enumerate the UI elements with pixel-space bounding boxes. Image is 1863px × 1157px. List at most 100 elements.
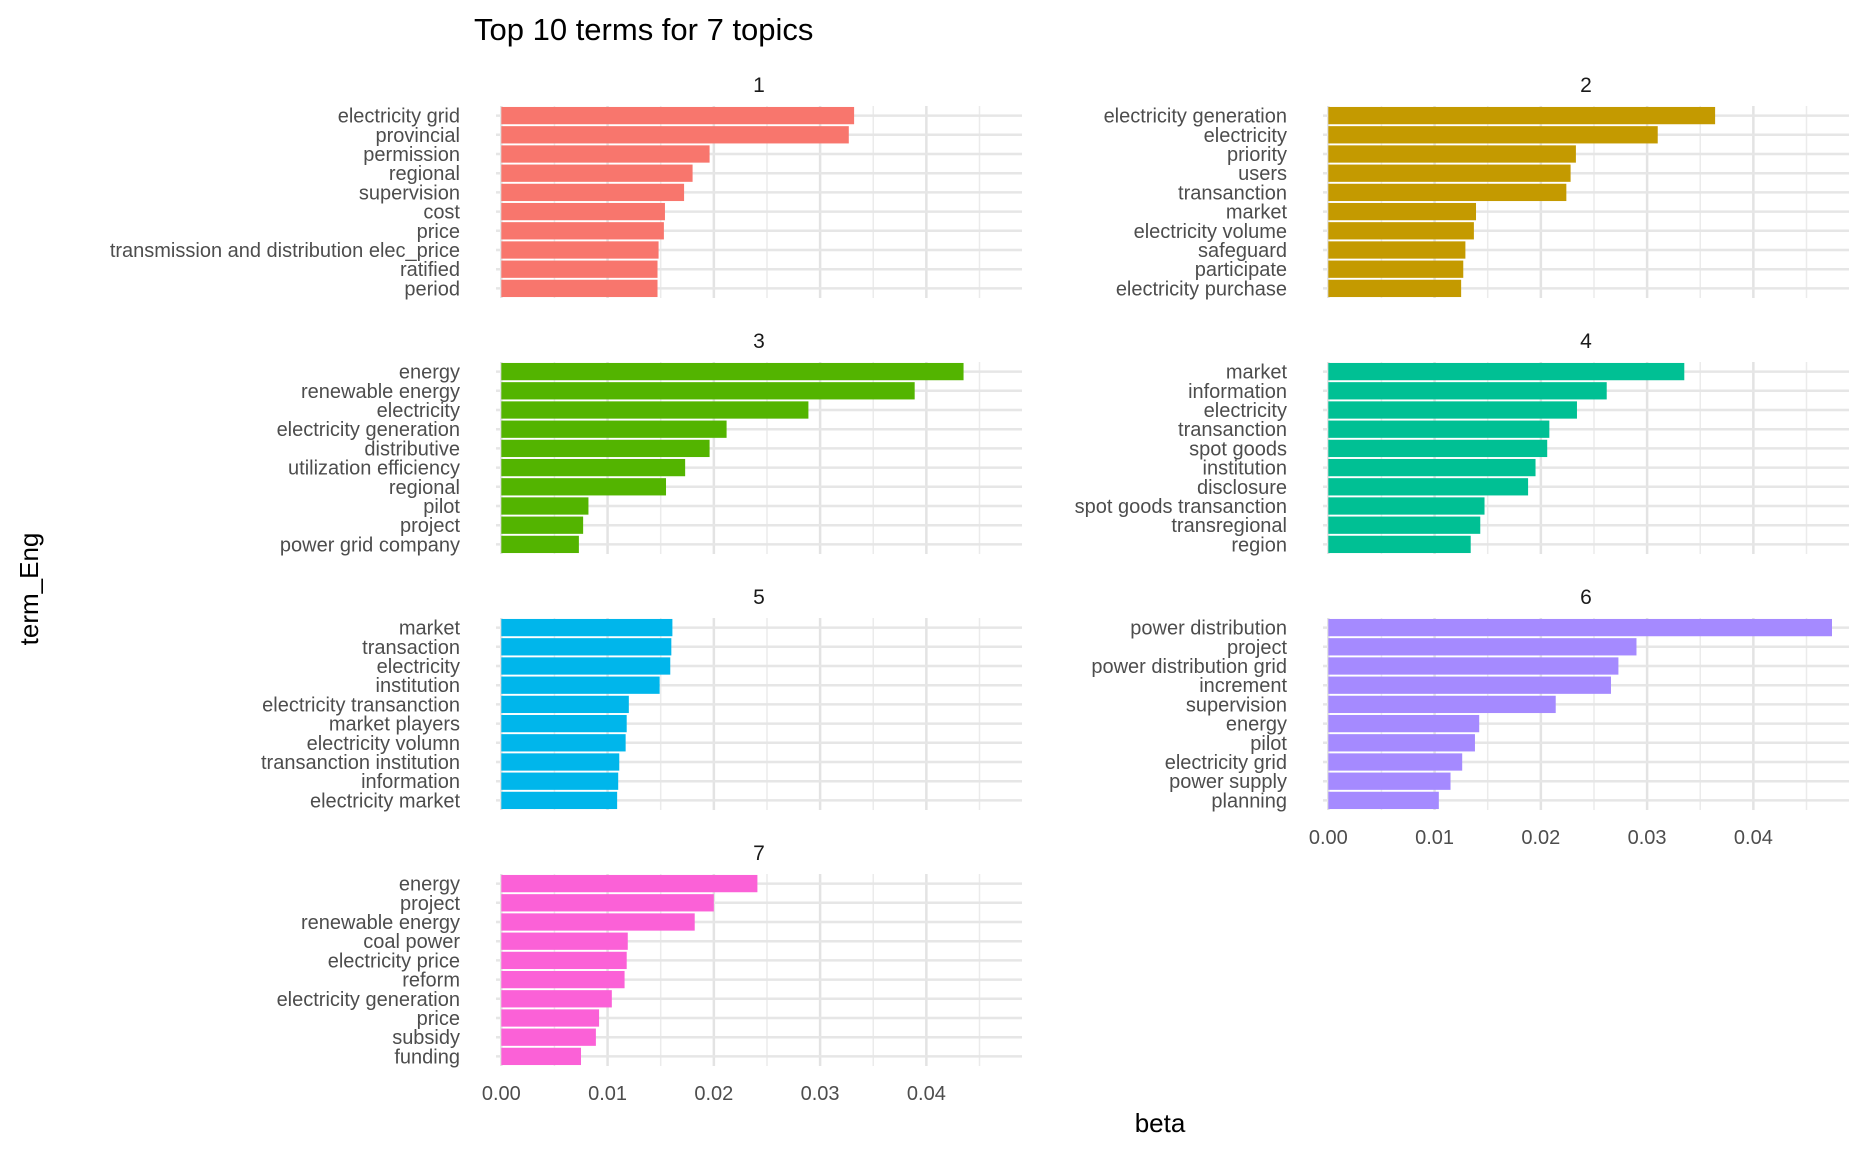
- term-label: power distribution: [1130, 618, 1287, 640]
- x-tick-label: 0.01: [588, 1083, 627, 1105]
- term-label: spot goods: [1189, 438, 1287, 460]
- facet-strip-label: 6: [1580, 586, 1592, 609]
- term-label: ratified: [400, 259, 460, 281]
- bar: [501, 791, 618, 810]
- term-label: price: [417, 221, 460, 243]
- term-label: price: [417, 1008, 460, 1030]
- bar: [501, 1009, 600, 1027]
- term-label: funding: [394, 1046, 460, 1068]
- bar: [501, 202, 665, 221]
- term-label: market: [399, 618, 461, 640]
- term-label: renewable energy: [301, 912, 460, 934]
- term-label: energy: [399, 874, 460, 896]
- term-label: transanction: [1178, 182, 1287, 204]
- bar: [501, 1028, 596, 1046]
- term-label: provincial: [376, 125, 460, 147]
- bar: [501, 439, 710, 458]
- facet-strip-label: 2: [1580, 74, 1592, 97]
- bar: [501, 516, 584, 534]
- bar: [1328, 164, 1571, 182]
- bar: [1328, 695, 1556, 714]
- term-label: users: [1238, 163, 1287, 185]
- term-label: power distribution grid: [1091, 656, 1287, 678]
- term-label: electricity volumn: [307, 733, 460, 755]
- term-label: subsidy: [392, 1027, 460, 1049]
- term-label: energy: [399, 362, 460, 384]
- facet-panel-1: 1 electricity gridprovincialpermissionreg…: [110, 74, 1022, 300]
- bar: [501, 951, 627, 970]
- bar: [501, 145, 710, 163]
- term-label: safeguard: [1198, 240, 1287, 262]
- bar: [501, 183, 685, 202]
- bar: [501, 913, 695, 931]
- bar: [1328, 222, 1474, 240]
- term-label: spot goods transanction: [1075, 496, 1287, 518]
- term-label: cost: [423, 202, 460, 224]
- bar: [1328, 657, 1619, 675]
- term-label: power grid company: [280, 534, 460, 556]
- bar: [501, 260, 658, 278]
- term-label: energy: [1226, 714, 1287, 736]
- facet-strip-label: 4: [1580, 330, 1592, 353]
- term-label: participate: [1195, 259, 1287, 281]
- x-tick-label: 0.03: [801, 1083, 840, 1105]
- term-label: transmission and distribution elec_price: [110, 240, 460, 262]
- term-label: project: [400, 893, 460, 915]
- facet-strip-label: 7: [753, 842, 765, 865]
- term-label: information: [1188, 381, 1287, 403]
- y-axis-title: term_Eng: [14, 533, 44, 646]
- bar: [501, 676, 660, 694]
- bar: [1328, 734, 1475, 752]
- facet-panel-5: 5 markettransactionelectricityinstitution…: [261, 586, 1022, 812]
- bar: [1328, 791, 1439, 810]
- term-label: information: [361, 771, 460, 793]
- bar: [1328, 535, 1471, 554]
- bar: [1328, 202, 1477, 221]
- term-label: period: [404, 278, 460, 300]
- bar: [501, 458, 686, 477]
- bar: [501, 1047, 582, 1066]
- bar: [1328, 362, 1685, 381]
- bar: [501, 734, 626, 752]
- term-label: electricity generation: [1104, 106, 1287, 128]
- bar: [501, 362, 964, 381]
- bar: [501, 772, 619, 790]
- bar: [1328, 260, 1464, 278]
- chart-title: Top 10 terms for 7 topics: [474, 12, 813, 47]
- bar: [1328, 497, 1485, 515]
- x-tick-label: 0.04: [907, 1083, 946, 1105]
- term-label: transanction institution: [261, 752, 460, 774]
- bar: [1328, 478, 1529, 496]
- term-label: planning: [1211, 790, 1287, 812]
- x-tick-label: 0.02: [1521, 827, 1560, 849]
- facet-strip-label: 3: [753, 330, 765, 353]
- term-label: market: [1226, 202, 1288, 224]
- term-label: permission: [363, 144, 460, 166]
- term-label: utilization efficiency: [288, 458, 460, 480]
- facet-strip-label: 1: [753, 74, 765, 97]
- term-label: supervision: [359, 182, 460, 204]
- term-label: disclosure: [1197, 477, 1287, 499]
- term-label: electricity: [1204, 400, 1287, 422]
- facet-panel-4: 4 marketinformationelectricitytransanctio…: [1075, 330, 1849, 556]
- facet-panel-2: 2 electricity generationelectricitypriori…: [1104, 74, 1849, 300]
- bar: [501, 638, 672, 656]
- term-label: pilot: [423, 496, 460, 518]
- term-label: pilot: [1250, 733, 1287, 755]
- term-label: electricity grid: [338, 106, 460, 128]
- bar: [501, 164, 693, 182]
- x-tick-label: 0.00: [482, 1083, 521, 1105]
- x-tick-label: 0.03: [1628, 827, 1667, 849]
- bar: [501, 894, 714, 912]
- term-label: transregional: [1171, 515, 1287, 537]
- term-label: increment: [1199, 675, 1287, 697]
- term-label: market: [1226, 362, 1288, 384]
- term-label: region: [1231, 534, 1287, 556]
- term-label: coal power: [363, 931, 460, 953]
- term-label: electricity market: [310, 790, 460, 812]
